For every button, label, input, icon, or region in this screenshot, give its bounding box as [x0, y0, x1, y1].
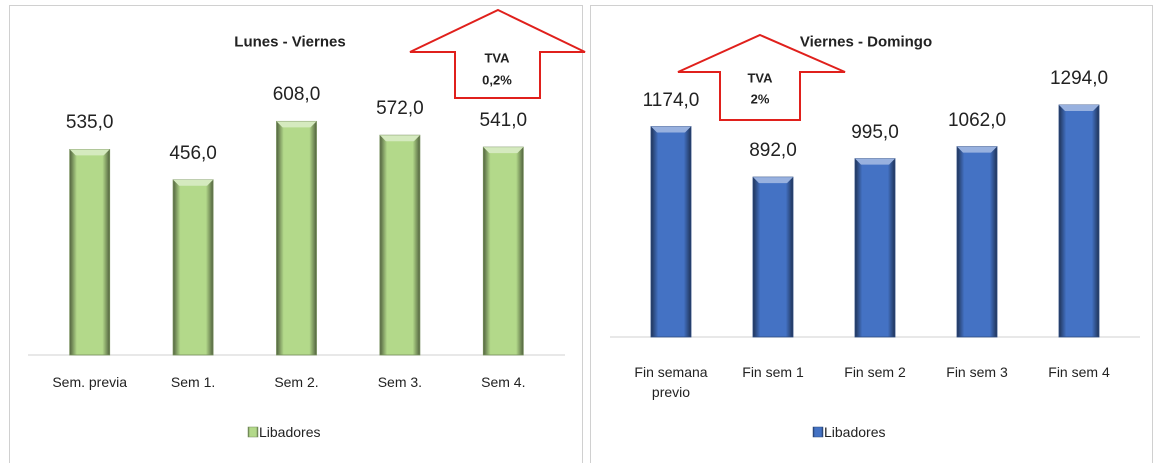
- data-label: 892,0: [749, 140, 797, 162]
- bar-bevel: [855, 158, 895, 165]
- chart-title: Viernes - Domingo: [799, 33, 933, 51]
- bar: [1058, 104, 1100, 338]
- annotation: TVA: [484, 50, 510, 66]
- x-tick-label: Fin sem 1: [742, 364, 804, 380]
- bar-bevel: [276, 121, 317, 128]
- bar-bevel: [69, 149, 110, 156]
- chart-title: Lunes - Viernes: [234, 33, 346, 51]
- bar: [172, 179, 214, 356]
- bar: [482, 146, 524, 356]
- x-tick-label: Sem 2.: [274, 374, 319, 390]
- bar: [752, 176, 794, 338]
- x-tick-label: Fin sem 3: [946, 364, 1008, 380]
- annotation: 2%: [750, 91, 770, 107]
- data-label: 535,0: [65, 112, 114, 134]
- x-tick-label: Sem. previa: [52, 374, 128, 390]
- legend-swatch: [247, 426, 259, 438]
- x-tick-label: Fin sem 4: [1048, 364, 1110, 380]
- bar: [69, 149, 111, 356]
- bar-bevel: [651, 126, 691, 133]
- bar-bevel: [483, 147, 524, 154]
- arrow-callout: [409, 8, 586, 99]
- bar-bevel: [1059, 105, 1099, 112]
- legend-swatch: [812, 426, 824, 438]
- bar-bevel: [957, 146, 997, 153]
- legend-label: Libadores: [824, 424, 886, 440]
- bar: [276, 120, 317, 356]
- data-label: 608,0: [272, 84, 321, 106]
- bar: [650, 126, 692, 338]
- bar: [854, 158, 896, 338]
- x-tick-label: Fin sem 2: [844, 364, 906, 380]
- data-label: 1062,0: [947, 109, 1007, 131]
- data-label: 995,0: [851, 121, 899, 143]
- panel: [590, 5, 1153, 463]
- x-tick-label: Sem 4.: [481, 374, 526, 390]
- x-tick-label: Sem 1.: [170, 374, 216, 390]
- panel: [9, 5, 583, 463]
- bar-bevel: [173, 179, 214, 186]
- data-label: 1174,0: [642, 89, 700, 111]
- arrow-callout: [677, 33, 846, 121]
- data-label: 456,0: [169, 142, 217, 164]
- bar: [379, 134, 421, 356]
- data-label: 572,0: [376, 98, 424, 120]
- data-label: 541,0: [479, 110, 528, 132]
- legend-label: Libadores: [259, 424, 321, 440]
- bar-bevel: [753, 177, 793, 184]
- x-tick-label: Sem 3.: [377, 374, 423, 390]
- annotation: 0,2%: [482, 72, 512, 88]
- x-tick-label: Fin semana previo: [634, 364, 708, 400]
- bar: [956, 146, 998, 338]
- data-label: 1294,0: [1049, 68, 1109, 89]
- annotation: TVA: [747, 70, 773, 86]
- bar-bevel: [379, 135, 420, 142]
